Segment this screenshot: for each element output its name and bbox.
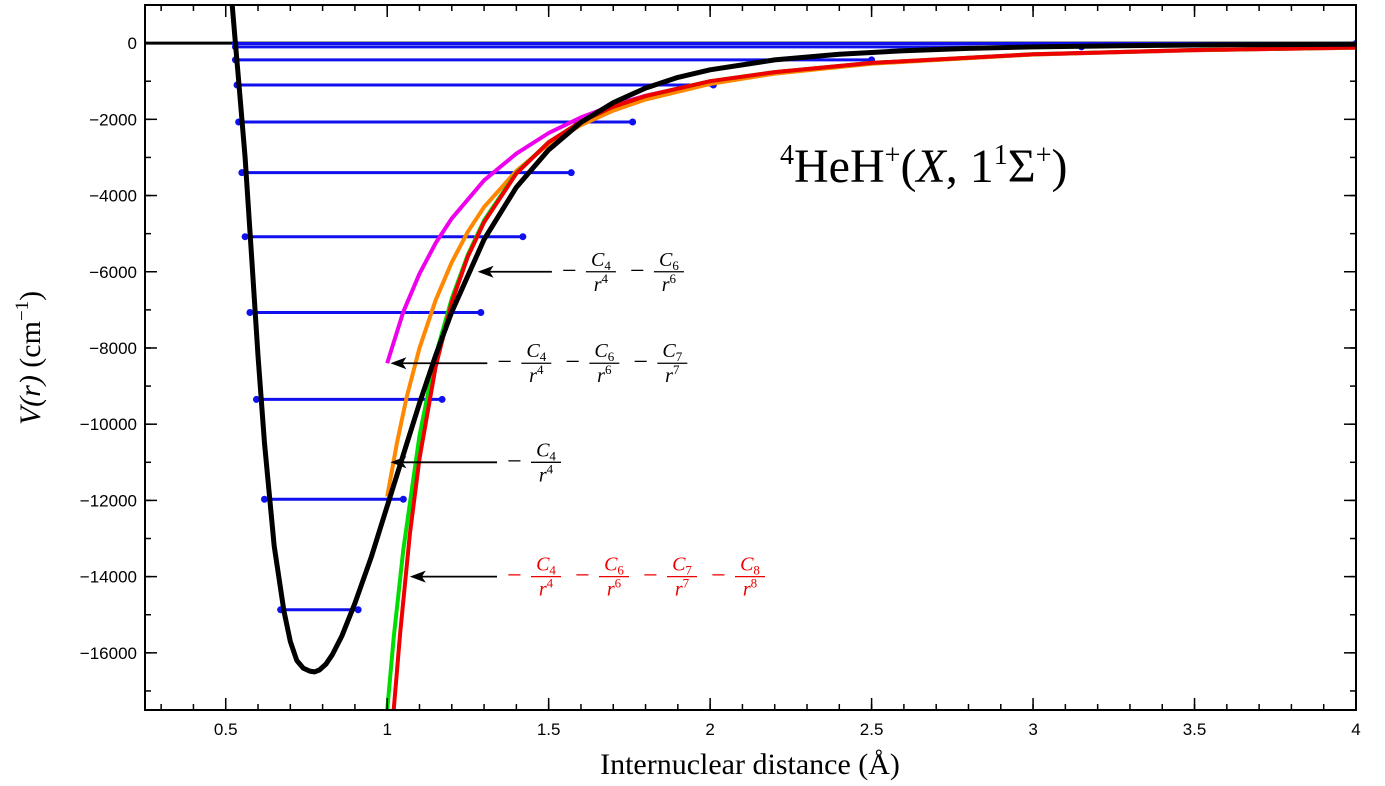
x-tick-label: 2.5 <box>860 720 884 739</box>
y-tick-label: −10000 <box>80 415 137 434</box>
annotation-arrow-head <box>477 265 494 278</box>
potential-curve <box>229 5 1356 675</box>
title-molecule: HeH <box>794 140 885 193</box>
tick-labels: 0.5 1 1.5 2 2.5 3 3.5 4 0 −2000 −4000 −6000 −8000 −10… <box>80 34 1361 739</box>
series-line-3 <box>391 45 1356 710</box>
term-denominator: r4 <box>529 362 544 387</box>
turning-point-v2-outer <box>438 395 446 403</box>
term-denominator: r6 <box>597 362 612 387</box>
y-axis-space <box>14 368 47 376</box>
term-numerator: C7 <box>662 340 682 364</box>
y-tick-label: −4000 <box>89 187 137 206</box>
term-numerator: C6 <box>659 249 679 273</box>
x-tick-label: 4 <box>1351 720 1360 739</box>
term-denominator: r8 <box>743 576 757 601</box>
term-sign: − <box>711 561 726 590</box>
term-sign: − <box>643 561 658 590</box>
term-numerator: C6 <box>604 554 624 578</box>
annotation-arrow-head <box>390 357 407 370</box>
turning-point-v1-outer <box>399 495 407 503</box>
turning-point-v3-outer <box>477 309 485 317</box>
term-numerator: C6 <box>594 340 614 364</box>
term-numerator: C4 <box>526 340 546 364</box>
term-numerator: C4 <box>591 249 611 273</box>
turning-point-v3-inner <box>246 309 254 317</box>
x-tick-label: 2 <box>705 720 714 739</box>
term-sign: − <box>497 347 512 376</box>
x-tick-label: 3.5 <box>1183 720 1207 739</box>
term-denominator: r7 <box>665 362 680 387</box>
y-axis-unit: (cm <box>14 321 47 368</box>
turning-point-v4-inner <box>241 233 249 241</box>
term-denominator: r4 <box>539 576 554 601</box>
turning-point-v5-outer <box>567 169 575 177</box>
title-open-paren: ( <box>900 140 916 193</box>
turning-point-v4-outer <box>519 233 527 241</box>
vibrational-levels <box>231 39 1356 614</box>
x-tick-label: 1 <box>382 720 391 739</box>
x-tick-label: 1.5 <box>537 720 561 739</box>
y-tick-label: −8000 <box>89 339 137 358</box>
y-tick-label: 0 <box>128 34 137 53</box>
y-tick-label: −2000 <box>89 110 137 129</box>
title-sigma-plus: + <box>1036 140 1052 171</box>
title-charge: + <box>885 140 901 171</box>
title-state: X <box>914 140 947 193</box>
term-sign: − <box>575 561 590 590</box>
potential-curve-group <box>229 5 1356 675</box>
plot-frame <box>144 4 1357 711</box>
term-numerator: C4 <box>536 554 556 578</box>
y-tick-label: −6000 <box>89 263 137 282</box>
axis-ticks <box>145 4 1357 710</box>
y-axis-quantity: V(r) <box>14 375 47 425</box>
term-denominator: r6 <box>607 576 622 601</box>
turning-point-v0-outer <box>354 606 362 614</box>
annotation-arrow-head <box>409 570 426 583</box>
term-denominator: r7 <box>675 576 690 601</box>
x-tick-label: 0.5 <box>214 720 238 739</box>
y-tick-label: −12000 <box>80 491 137 510</box>
turning-point-v1-inner <box>260 495 268 503</box>
term-denominator: r6 <box>662 271 677 296</box>
title-sep: , 1 <box>946 140 994 193</box>
term-sign: − <box>630 256 645 285</box>
term-denominator: r4 <box>594 271 609 296</box>
x-tick-label: 3 <box>1028 720 1037 739</box>
title-close-paren: ) <box>1051 140 1067 193</box>
title-sigma: Σ <box>1008 140 1036 193</box>
y-tick-label: −16000 <box>80 644 137 663</box>
asymptotic-expansion-curves <box>385 45 1356 710</box>
term-sign: − <box>562 256 577 285</box>
chart-title: 4HeH+(X, 11Σ+) <box>780 140 1067 193</box>
term-sign: − <box>565 347 580 376</box>
title-sup-4: 4 <box>780 140 794 171</box>
term-denominator: r4 <box>539 461 554 486</box>
turning-point-v2-inner <box>252 395 260 403</box>
series-line-0 <box>385 45 1356 364</box>
y-axis-title: V(r) (cm−1) <box>12 291 47 425</box>
title-multiplicity: 1 <box>994 140 1008 171</box>
term-numerator: C4 <box>536 439 556 463</box>
y-axis-unit-close: ) <box>14 291 47 301</box>
turning-point-v6-outer <box>629 118 637 126</box>
term-sign: − <box>507 561 522 590</box>
annotation-arrow-head <box>390 456 407 469</box>
term-numerator: C8 <box>740 554 760 578</box>
term-numerator: C7 <box>672 554 692 578</box>
x-axis-title: Internuclear distance (Å) <box>600 748 900 781</box>
term-sign: − <box>633 347 648 376</box>
term-sign: − <box>507 446 522 475</box>
y-tick-label: −14000 <box>80 568 137 587</box>
y-axis-unit-exp: −1 <box>12 301 33 321</box>
